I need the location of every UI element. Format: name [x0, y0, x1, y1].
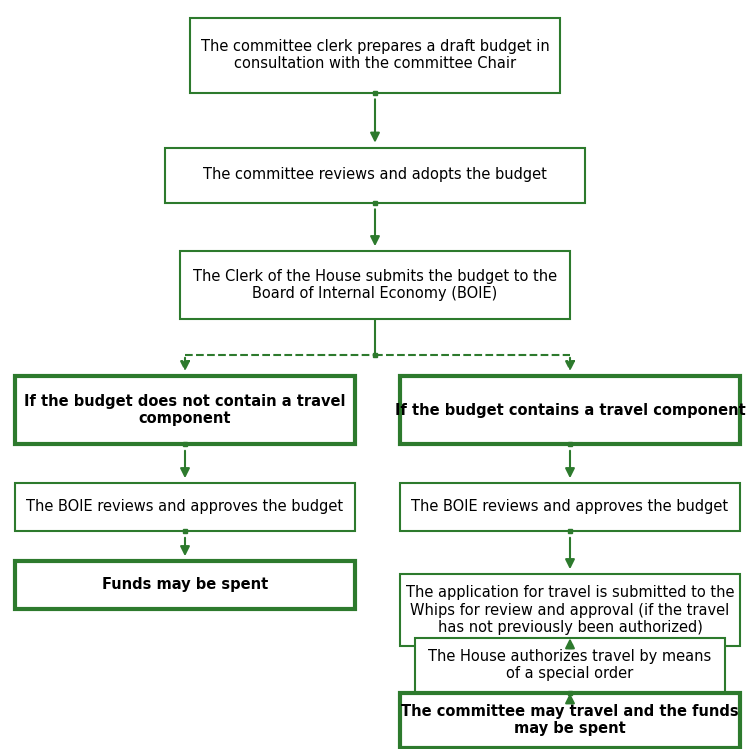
Bar	[373, 353, 377, 357]
FancyBboxPatch shape	[15, 483, 355, 531]
FancyBboxPatch shape	[165, 148, 585, 202]
Text: The committee clerk prepares a draft budget in
consultation with the committee C: The committee clerk prepares a draft bud…	[201, 39, 549, 71]
FancyBboxPatch shape	[400, 693, 740, 748]
FancyBboxPatch shape	[15, 561, 355, 609]
Text: If the budget contains a travel component: If the budget contains a travel componen…	[394, 402, 746, 417]
Bar	[568, 442, 572, 446]
Text: Funds may be spent: Funds may be spent	[102, 577, 268, 592]
Text: The committee may travel and the funds
may be spent: The committee may travel and the funds m…	[401, 704, 739, 736]
Bar	[183, 529, 187, 533]
Text: The Clerk of the House submits the budget to the
Board of Internal Economy (BOIE: The Clerk of the House submits the budge…	[193, 269, 557, 301]
Bar	[373, 201, 377, 204]
Text: The House authorizes travel by means
of a special order: The House authorizes travel by means of …	[428, 649, 712, 681]
Text: The BOIE reviews and approves the budget: The BOIE reviews and approves the budget	[412, 500, 728, 515]
Text: If the budget does not contain a travel
component: If the budget does not contain a travel …	[24, 394, 346, 426]
FancyBboxPatch shape	[400, 483, 740, 531]
Bar	[373, 91, 377, 94]
Bar	[568, 691, 572, 694]
Text: The BOIE reviews and approves the budget: The BOIE reviews and approves the budget	[26, 500, 344, 515]
Text: The committee reviews and adopts the budget: The committee reviews and adopts the bud…	[203, 168, 547, 183]
Bar	[568, 644, 572, 648]
Bar	[183, 442, 187, 446]
FancyBboxPatch shape	[400, 376, 740, 444]
FancyBboxPatch shape	[400, 574, 740, 646]
Bar	[568, 529, 572, 533]
FancyBboxPatch shape	[415, 637, 725, 693]
FancyBboxPatch shape	[180, 251, 570, 319]
FancyBboxPatch shape	[190, 17, 560, 92]
Text: The application for travel is submitted to the
Whips for review and approval (if: The application for travel is submitted …	[406, 585, 734, 635]
FancyBboxPatch shape	[15, 376, 355, 444]
